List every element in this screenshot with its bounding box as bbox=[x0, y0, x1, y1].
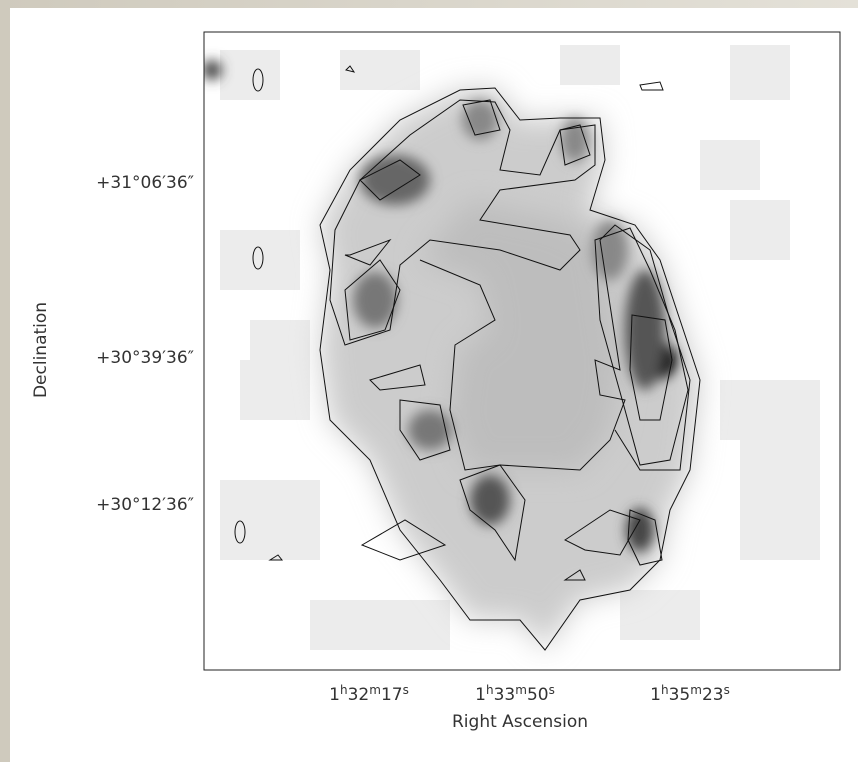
y-axis-label: Declination bbox=[31, 302, 51, 398]
tick-part: h bbox=[661, 683, 669, 697]
tick-part: 1 bbox=[475, 685, 486, 705]
image bbox=[202, 32, 840, 670]
tick-part: 17 bbox=[381, 685, 403, 705]
tick-part: 32 bbox=[348, 685, 370, 705]
y-tick-label: +30°12′36″ bbox=[96, 495, 194, 515]
figure: +31°06′36″+30°39′36″+30°12′36″ 1h32m17s1… bbox=[0, 0, 858, 762]
tick-part: m bbox=[515, 683, 527, 697]
y-tick-label: +31°06′36″ bbox=[96, 173, 194, 193]
y-tick-label: +30°39′36″ bbox=[96, 348, 194, 368]
tick-part: h bbox=[486, 683, 494, 697]
x-axis-label: Right Ascension bbox=[452, 712, 588, 732]
tick-part: h bbox=[340, 683, 348, 697]
tick-part: 33 bbox=[494, 685, 516, 705]
tick-part: m bbox=[690, 683, 702, 697]
tick-part: 1 bbox=[650, 685, 661, 705]
tick-part: 1 bbox=[329, 685, 340, 705]
tick-part: s bbox=[549, 683, 555, 697]
tick-part: m bbox=[369, 683, 381, 697]
tick-part: s bbox=[403, 683, 409, 697]
tick-part: 23 bbox=[702, 685, 724, 705]
tick-part: 50 bbox=[527, 685, 549, 705]
tick-part: 35 bbox=[669, 685, 691, 705]
tick-part: s bbox=[724, 683, 730, 697]
